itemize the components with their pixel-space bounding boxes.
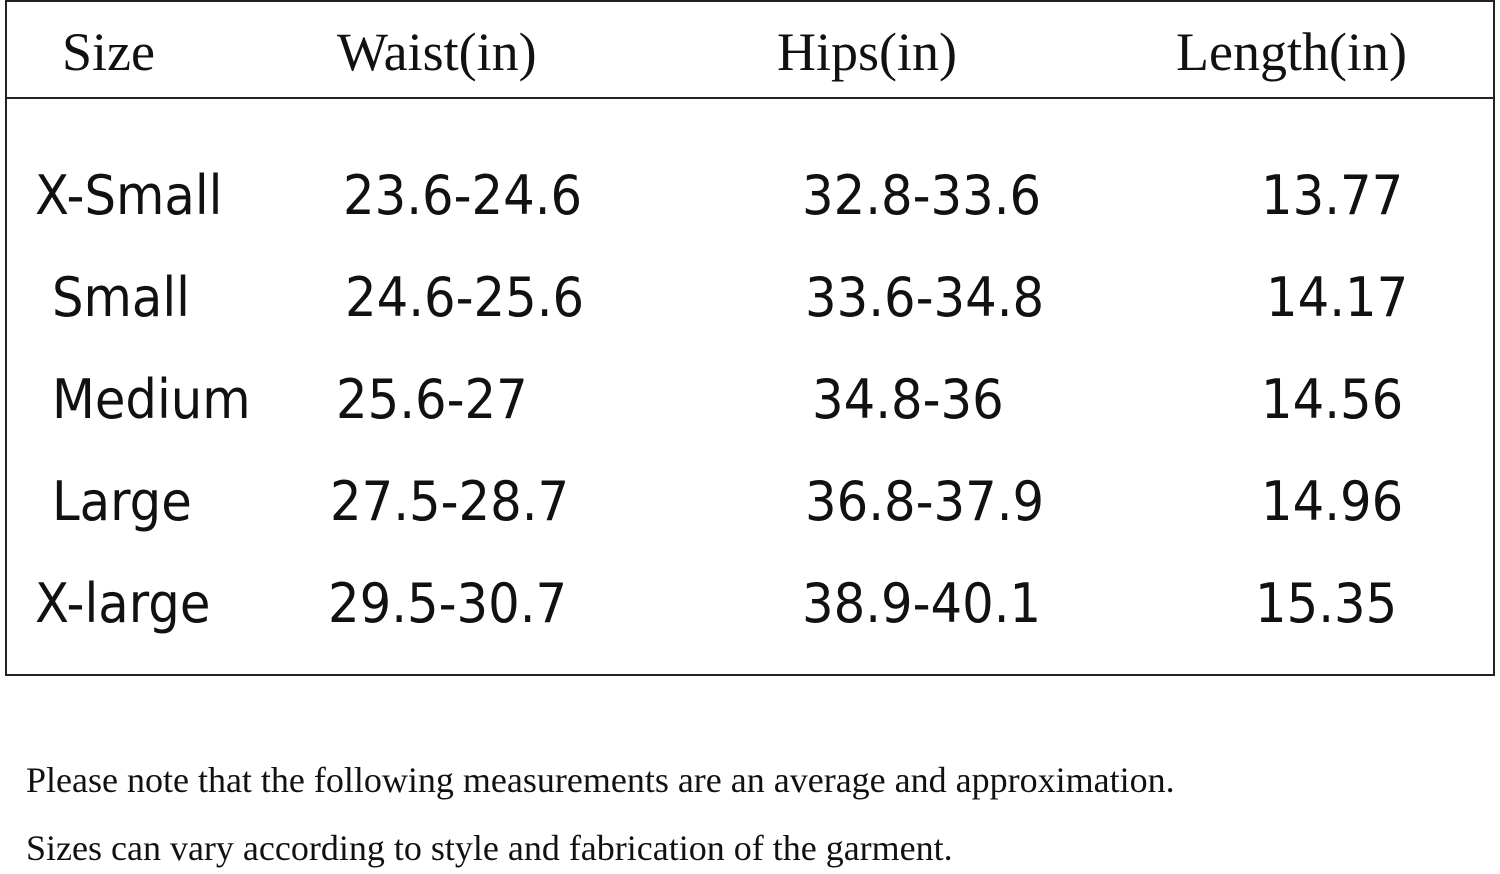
row-x-large-size: X-large [35, 572, 211, 635]
row-small-length: 14.17 [1266, 266, 1409, 329]
row-large-size: Large [52, 470, 192, 533]
row-small-size: Small [52, 266, 190, 329]
header-length: Length(in) [1176, 22, 1407, 82]
row-x-large-waist: 29.5-30.7 [328, 572, 568, 635]
row-large-hips: 36.8-37.9 [805, 470, 1045, 533]
row-x-large-hips: 38.9-40.1 [802, 572, 1042, 635]
row-medium-length: 14.56 [1261, 368, 1404, 431]
row-medium-waist: 25.6-27 [336, 368, 528, 431]
header-hips: Hips(in) [777, 22, 957, 82]
size-chart-table [5, 0, 1495, 676]
row-large-length: 14.96 [1261, 470, 1404, 533]
disclaimer-note-1: Please note that the following measureme… [26, 760, 1175, 800]
header-waist: Waist(in) [337, 22, 537, 82]
row-x-small-hips: 32.8-33.6 [802, 164, 1042, 227]
disclaimer-note-2: Sizes can vary according to style and fa… [26, 828, 953, 868]
row-x-small-waist: 23.6-24.6 [343, 164, 583, 227]
row-large-waist: 27.5-28.7 [330, 470, 570, 533]
row-medium-hips: 34.8-36 [812, 368, 1004, 431]
header-divider [5, 97, 1495, 99]
row-x-small-size: X-Small [35, 164, 223, 227]
row-x-small-length: 13.77 [1261, 164, 1404, 227]
header-size: Size [62, 22, 155, 82]
row-small-hips: 33.6-34.8 [805, 266, 1045, 329]
row-small-waist: 24.6-25.6 [345, 266, 585, 329]
row-x-large-length: 15.35 [1255, 572, 1398, 635]
row-medium-size: Medium [52, 368, 251, 431]
